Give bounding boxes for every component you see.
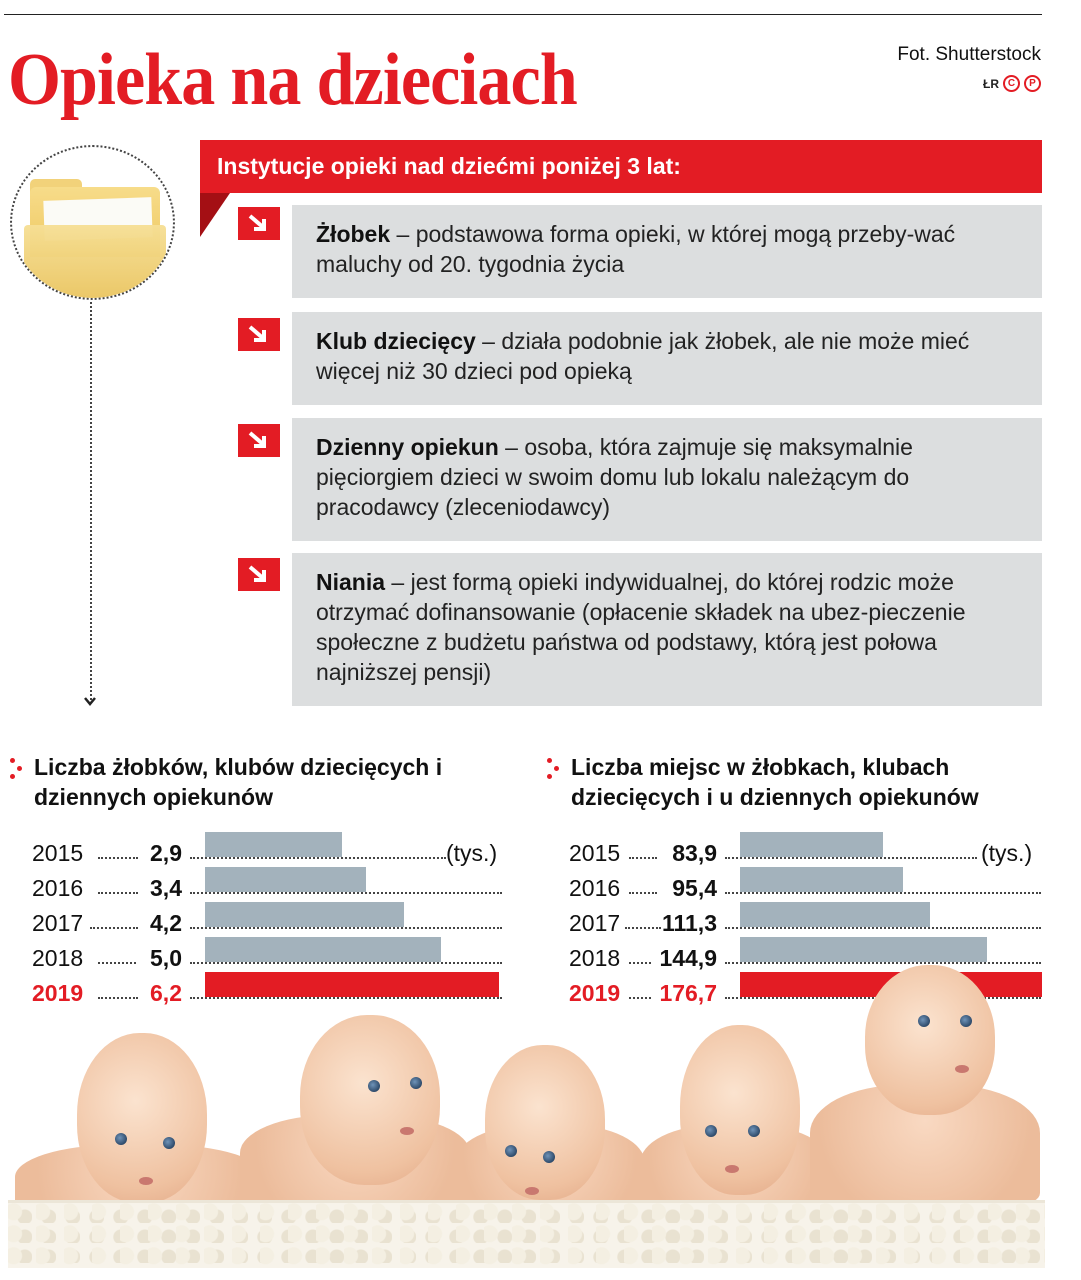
babies-photo	[0, 965, 1045, 1275]
red-dots-icon	[545, 758, 565, 782]
chart-places: Liczba miejsc w żłobkach, klubach dzieci…	[545, 752, 1045, 1006]
banner-fold	[200, 193, 230, 237]
page-title: Opieka na dzieciach	[8, 39, 578, 121]
value-label: 111,3	[661, 910, 717, 936]
year-label: 2017	[569, 910, 621, 936]
chart-row: 2015 2,9 (tys.)	[32, 832, 512, 868]
credit-sub: ŁR C P	[983, 75, 1041, 92]
chart-row: 2018 144,9	[569, 937, 1045, 973]
list-item: Niania – jest formą opieki indywidualnej…	[292, 553, 1042, 706]
item-term: Klub dziecięcy	[316, 328, 476, 354]
chart-title: Liczba miejsc w żłobkach, klubach dzieci…	[571, 754, 979, 810]
bar	[740, 902, 930, 927]
photo-credit: Fot. Shutterstock	[897, 44, 1041, 65]
list-item: Żłobek – podstawowa forma opieki, w któr…	[292, 205, 1042, 298]
item-description: – działa podobnie jak żłobek, ale nie mo…	[316, 328, 970, 384]
bar	[740, 937, 987, 962]
folder-icon	[10, 145, 175, 300]
chart-facilities: Liczba żłobków, klubów dziecięcych i dzi…	[8, 752, 513, 1006]
year-label: 2018	[32, 945, 84, 971]
item-description: – podstawowa forma opieki, w której mogą…	[316, 221, 956, 277]
bar	[205, 972, 499, 997]
chart-row: 2018 5,0	[32, 937, 512, 973]
value-label: 4,2	[150, 910, 182, 936]
arrow-down-right-icon	[238, 558, 280, 591]
list-item: Klub dziecięcy – działa podobnie jak żło…	[292, 312, 1042, 405]
fleece-rug	[8, 1200, 1045, 1268]
value-label: 5,0	[150, 945, 182, 971]
item-description: – osoba, która zajmuje się maksymalnie p…	[316, 434, 913, 520]
value-label: 2,9	[150, 840, 182, 866]
unit-label: (tys.)	[981, 840, 1033, 866]
year-label: 2017	[32, 910, 84, 936]
year-label: 2015	[569, 840, 621, 866]
item-description: – jest formą opieki indywidualnej, do kt…	[316, 569, 966, 685]
value-label: 95,4	[672, 875, 717, 901]
value-label: 6,2	[150, 980, 182, 1006]
value-label: 144,9	[659, 945, 717, 971]
timeline-dotted-line	[90, 302, 92, 700]
chart-row: 2016 3,4	[32, 867, 512, 903]
year-label: 2018	[569, 945, 621, 971]
arrow-down-right-icon	[238, 318, 280, 351]
section-banner: Instytucje opieki nad dziećmi poniżej 3 …	[200, 140, 1042, 193]
list-item: Dzienny opiekun – osoba, która zajmuje s…	[292, 418, 1042, 541]
bar	[205, 937, 441, 962]
chart-row: 2016 95,4	[569, 867, 1045, 903]
bar	[740, 832, 883, 857]
chart-row: 2017 111,3	[569, 902, 1045, 938]
year-label: 2019	[569, 980, 621, 1006]
item-term: Dzienny opiekun	[316, 434, 499, 460]
value-label: 176,7	[659, 980, 717, 1006]
bar	[740, 867, 903, 892]
bar	[205, 867, 366, 892]
chevron-down-icon	[84, 697, 96, 706]
year-label: 2015	[32, 840, 84, 866]
red-dots-icon	[8, 758, 28, 782]
item-term: Żłobek	[316, 221, 391, 247]
item-term: Niania	[316, 569, 386, 595]
chart-title: Liczba żłobków, klubów dziecięcych i dzi…	[34, 754, 443, 810]
top-rule	[8, 14, 1042, 15]
chart-row: 2015 83,9 (tys.)	[569, 832, 1045, 868]
arrow-down-right-icon	[238, 424, 280, 457]
author-initials: ŁR	[983, 76, 999, 91]
year-label: 2016	[32, 875, 84, 901]
year-label: 2016	[569, 875, 621, 901]
arrow-down-right-icon	[238, 207, 280, 240]
bar	[205, 832, 342, 857]
value-label: 83,9	[672, 840, 717, 866]
chart-row: 2017 4,2	[32, 902, 512, 938]
p-badge-icon: P	[1024, 75, 1041, 92]
copyright-icon: C	[1003, 75, 1020, 92]
bar	[205, 902, 404, 927]
chart-row-highlight: 2019 6,2	[32, 972, 512, 1008]
year-label: 2019	[32, 980, 84, 1006]
unit-label: (tys.)	[446, 840, 498, 866]
value-label: 3,4	[150, 875, 182, 901]
